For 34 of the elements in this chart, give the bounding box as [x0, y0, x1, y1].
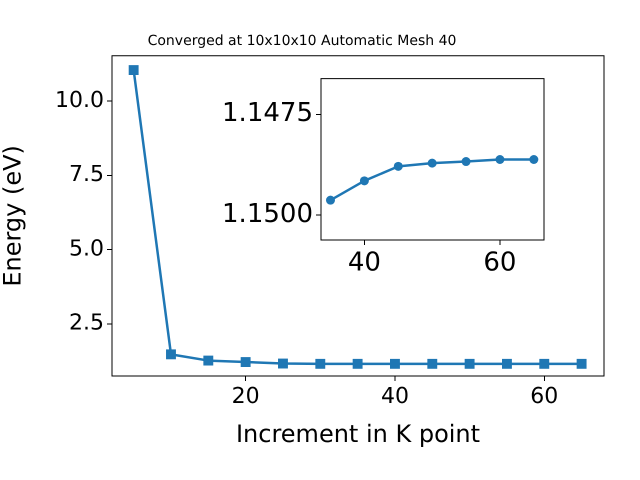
point — [428, 158, 437, 168]
point — [539, 358, 550, 369]
x-axis-title: Increment in K point — [236, 420, 480, 448]
point — [394, 162, 403, 171]
point — [390, 358, 400, 369]
x-tick-label: 60 — [483, 247, 516, 278]
point — [203, 356, 214, 366]
point — [240, 357, 251, 367]
point — [128, 65, 139, 75]
point — [576, 358, 587, 369]
x-tick-label: 40 — [380, 384, 409, 409]
y-tick-label: 5.0 — [69, 236, 104, 262]
y-tick-label: 7.5 — [69, 162, 104, 188]
y-tick-label: 2.5 — [69, 310, 104, 336]
y-tick-label: 10.0 — [55, 88, 104, 113]
point — [529, 155, 538, 164]
point — [360, 176, 369, 186]
point — [278, 358, 288, 368]
y-tick-label: 1.1500 — [222, 198, 313, 229]
x-tick-label: 60 — [530, 384, 558, 409]
x-tick-label: 40 — [348, 247, 381, 278]
x-tick-label: 20 — [232, 384, 260, 409]
y-axis-title: Energy (eV) — [0, 145, 27, 287]
point — [166, 349, 176, 360]
y-tick-label: 1.1475 — [222, 98, 313, 128]
point — [462, 157, 471, 166]
point — [464, 358, 475, 369]
point — [352, 358, 363, 369]
point — [495, 155, 504, 164]
point — [502, 358, 512, 369]
chart-title: Converged at 10x10x10 Automatic Mesh 40 — [148, 33, 456, 50]
point — [427, 358, 438, 369]
point — [326, 196, 335, 205]
point — [315, 358, 326, 369]
